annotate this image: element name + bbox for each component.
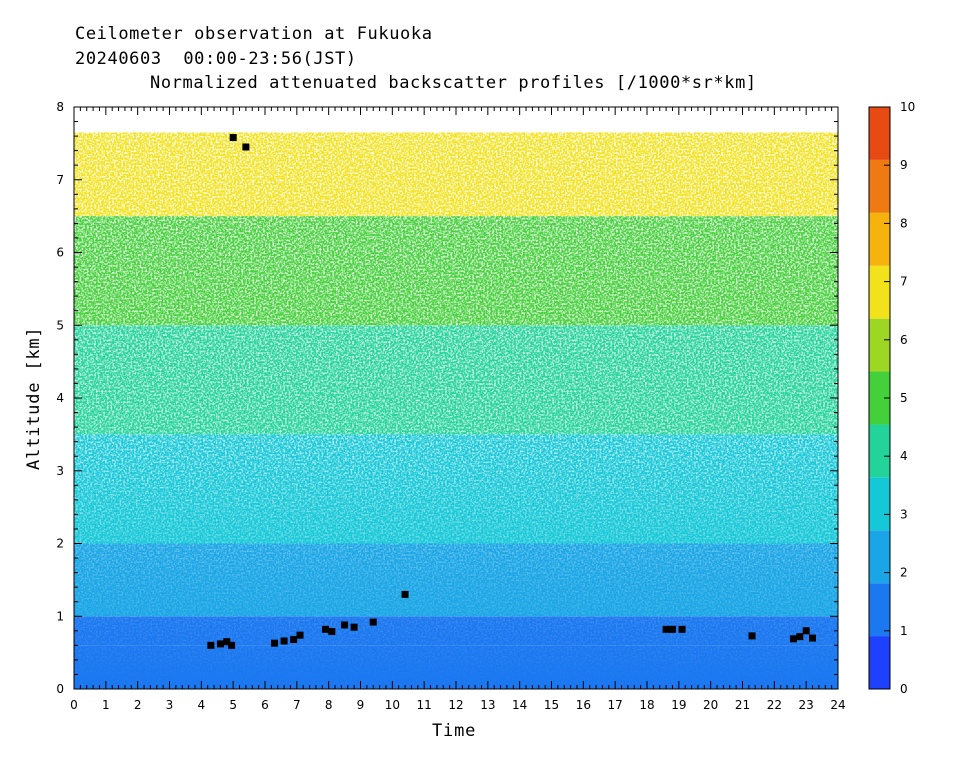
cloud-base-point — [789, 635, 797, 643]
x-tick-label: 2 — [134, 698, 142, 712]
colorbar-tick-label: 9 — [900, 158, 908, 172]
colorbar-tick-label: 0 — [900, 682, 908, 696]
colorbar-segment — [869, 530, 890, 584]
x-tick-label: 23 — [799, 698, 814, 712]
chart-title: Ceilometer observation at Fukuoka — [75, 24, 433, 44]
y-tick-label: 0 — [56, 682, 64, 696]
speckle-noise — [74, 130, 838, 689]
cloud-base-point — [369, 618, 377, 626]
cloud-base-point — [228, 641, 236, 649]
x-tick-label: 0 — [70, 698, 78, 712]
x-tick-label: 10 — [385, 698, 400, 712]
chart-date-range: 20240603 00:00-23:56(JST) — [75, 49, 357, 69]
y-tick-label: 8 — [56, 100, 64, 114]
x-tick-label: 18 — [639, 698, 654, 712]
colorbar-tick-label: 2 — [900, 566, 908, 580]
cloud-base-point — [229, 134, 237, 142]
x-tick-label: 5 — [229, 698, 237, 712]
y-tick-label: 7 — [56, 173, 64, 187]
x-tick-label: 11 — [417, 698, 432, 712]
cloud-base-point — [678, 625, 686, 633]
x-tick-label: 1 — [102, 698, 110, 712]
x-tick-label: 17 — [608, 698, 623, 712]
x-tick-label: 14 — [512, 698, 527, 712]
x-tick-label: 22 — [767, 698, 782, 712]
cloud-base-point — [350, 623, 358, 631]
colorbar-segment — [869, 318, 890, 372]
y-tick-label: 4 — [56, 391, 64, 405]
x-tick-label: 4 — [198, 698, 206, 712]
x-tick-label: 12 — [448, 698, 463, 712]
x-tick-label: 19 — [671, 698, 686, 712]
cloud-base-point — [216, 640, 224, 648]
x-tick-label: 6 — [261, 698, 269, 712]
colorbar-segment — [869, 477, 890, 531]
x-tick-label: 13 — [480, 698, 495, 712]
cloud-base-point — [802, 627, 810, 635]
colorbar-tick-label: 4 — [900, 449, 908, 463]
colorbar-tick-label: 7 — [900, 275, 908, 289]
y-tick-label: 1 — [56, 609, 64, 623]
cloud-base-point — [796, 633, 804, 641]
cloud-base-point — [809, 634, 817, 642]
x-tick-label: 7 — [293, 698, 301, 712]
colorbar-segment — [869, 371, 890, 425]
colorbar-segment — [869, 212, 890, 266]
cloud-base-point — [748, 632, 756, 640]
x-tick-label: 15 — [544, 698, 559, 712]
x-tick-label: 8 — [325, 698, 333, 712]
colorbar-tick-label: 8 — [900, 216, 908, 230]
y-tick-label: 3 — [56, 464, 64, 478]
colorbar-tick-label: 6 — [900, 333, 908, 347]
x-tick-label: 24 — [830, 698, 845, 712]
cloud-base-point — [271, 639, 279, 647]
colorbar-segment — [869, 424, 890, 478]
x-tick-label: 16 — [576, 698, 591, 712]
colorbar-tick-label: 3 — [900, 507, 908, 521]
y-tick-label: 6 — [56, 246, 64, 260]
cloud-base-point — [341, 621, 349, 629]
colorbar-segment — [869, 265, 890, 319]
cloud-base-point — [401, 590, 409, 598]
x-tick-label: 20 — [703, 698, 718, 712]
cloud-base-point — [223, 638, 231, 646]
colorbar-segment — [869, 583, 890, 637]
colorbar-segment — [869, 107, 890, 160]
cloud-base-point — [290, 636, 298, 644]
x-tick-label: 9 — [357, 698, 365, 712]
colorbar-tick-label: 1 — [900, 624, 908, 638]
cloud-base-point — [328, 628, 336, 636]
cloud-base-point — [668, 625, 676, 633]
colorbar-segment — [869, 636, 890, 689]
colorbar-tick-label: 10 — [900, 100, 915, 114]
y-tick-label: 2 — [56, 537, 64, 551]
colorbar-segment — [869, 159, 890, 213]
cloud-base-point — [207, 641, 215, 649]
cloud-base-point — [242, 143, 250, 151]
x-axis-label: Time — [432, 721, 477, 741]
colorbar-tick-label: 5 — [900, 391, 908, 405]
cloud-base-point — [662, 625, 670, 633]
cloud-base-point — [280, 637, 288, 645]
cloud-base-point — [321, 625, 329, 633]
chart-subtitle: Normalized attenuated backscatter profil… — [150, 73, 757, 93]
x-tick-label: 3 — [166, 698, 174, 712]
y-tick-label: 5 — [56, 318, 64, 332]
x-tick-label: 21 — [735, 698, 750, 712]
cloud-base-point — [296, 631, 304, 639]
